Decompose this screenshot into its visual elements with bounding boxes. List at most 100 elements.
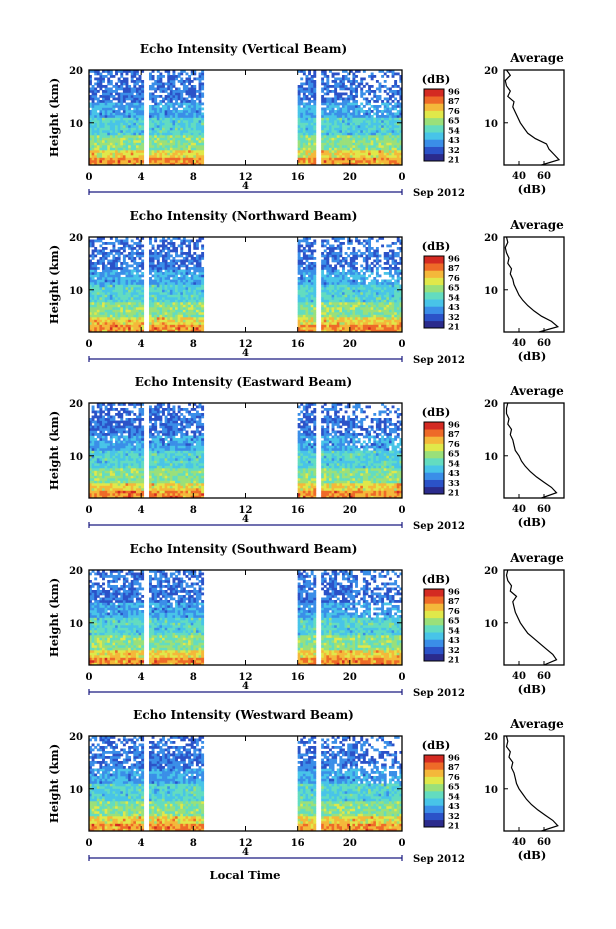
heatmap-cell [94,254,98,258]
heatmap-cell [198,267,202,270]
heatmap-cell [300,130,304,133]
heatmap-cell [188,309,192,313]
heatmap-cell [323,115,327,118]
heatmap-cell [347,142,351,146]
heatmap-cell [167,299,171,303]
heatmap-cell [102,162,105,166]
heatmap-cell [91,160,95,163]
heatmap-cell [169,125,173,128]
heatmap-cell [154,254,158,258]
heatmap-cell [331,120,335,123]
heatmap-cell [109,317,113,320]
heatmap-cell [122,247,126,250]
heatmap-cell [156,259,160,263]
heatmap-cell [334,302,338,305]
heatmap-cell [154,160,158,163]
heatmap-cell [175,262,178,265]
heatmap-cell [128,140,132,143]
heatmap-cell [125,269,129,273]
heatmap-cell [135,100,139,103]
heatmap-cell [120,309,124,313]
heatmap-cell [360,147,364,151]
heatmap-cell [148,130,152,133]
heatmap-cell [112,299,116,303]
heatmap-cell [99,80,103,83]
heatmap-cell [159,157,163,161]
heatmap-cell [167,155,171,158]
heatmap-cell [172,302,176,305]
heatmap-cell [164,327,168,330]
heatmap-cell [399,147,403,151]
heatmap-cell [148,117,152,121]
heatmap-cell [326,100,330,103]
heatmap-cell [172,329,176,333]
heatmap-cell [102,284,105,288]
heatmap-cell [96,122,100,126]
heatmap-cell [99,327,103,330]
heatmap-cell [188,157,192,161]
heatmap-cell [305,127,309,131]
heatmap-cell [94,312,98,315]
heatmap-cell [195,274,199,278]
heatmap-cell [169,244,173,248]
heatmap-cell [172,107,176,111]
heatmap-cell [198,125,202,128]
heatmap-cell [99,117,103,121]
heatmap-cell [96,100,100,103]
heatmap-cell [302,125,306,128]
heatmap-cell [362,135,366,138]
heatmap-cell [164,267,168,270]
heatmap-cell [328,145,332,148]
heatmap-cell [344,155,348,158]
heatmap-cell [164,289,168,293]
heatmap-cell [154,157,158,161]
heatmap-cell [336,322,340,325]
heatmap-cell [175,90,178,93]
heatmap-cell [99,304,103,308]
heatmap-cell [89,140,92,143]
heatmap-cell [375,329,379,333]
heatmap-cell [352,257,356,260]
heatmap-cell [321,242,325,245]
heatmap-cell [349,80,353,83]
heatmap-cell [128,125,132,128]
heatmap-cell [115,297,118,300]
heatmap-cell [321,147,325,151]
heatmap-cell [172,289,176,293]
heatmap-cell [347,307,351,310]
heatmap-cell [349,162,353,166]
heatmap-cell [96,155,100,158]
heatmap-cell [297,152,301,156]
heatmap-cell [195,150,199,153]
heatmap-cell [162,152,165,156]
heatmap-cell [141,304,145,308]
heatmap-cell [130,304,134,308]
heatmap-cell [321,120,325,123]
heatmap-cell [169,147,173,151]
heatmap-cell [164,304,168,308]
heatmap-cell [107,277,111,280]
heatmap-cell [154,252,158,255]
heatmap-cell [370,132,374,136]
heatmap-cell [349,262,353,265]
heatmap-cell [305,157,309,161]
heatmap-cell [182,107,186,111]
heatmap-cell [112,95,116,98]
heatmap-cell [339,302,343,305]
heatmap-cell [362,162,366,166]
heatmap-cell [99,75,103,78]
heatmap-cell [96,82,100,86]
heatmap-cell [102,125,105,128]
heatmap-cell [302,252,306,255]
heatmap-cell [175,127,178,131]
heatmap-cell [360,302,364,305]
heatmap-cell [133,95,137,98]
heatmap-cell [352,157,356,161]
heatmap-cell [347,87,351,91]
heatmap-cell [91,302,95,305]
heatmap-cell [122,257,126,260]
heatmap-cell [360,155,364,158]
heatmap-cell [349,125,353,128]
heatmap-cell [349,279,353,283]
heatmap-cell [342,304,345,308]
